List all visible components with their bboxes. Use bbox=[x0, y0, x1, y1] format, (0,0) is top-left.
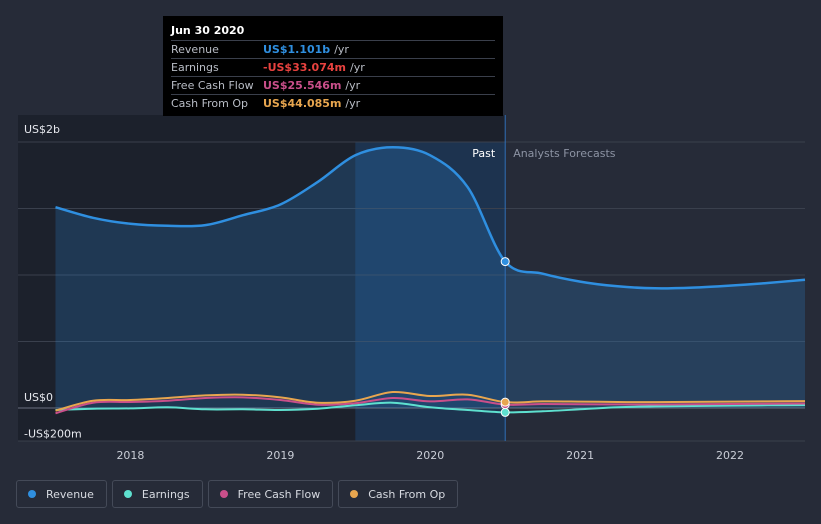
earnings-marker[interactable] bbox=[500, 407, 510, 417]
cash-from-op-marker[interactable] bbox=[500, 397, 510, 407]
tooltip-unit: /yr bbox=[345, 79, 361, 92]
tooltip-value: US$44.085m bbox=[263, 97, 342, 110]
revenue-area bbox=[55, 147, 805, 409]
tooltip-label: Free Cash Flow bbox=[171, 79, 254, 92]
series-lines bbox=[55, 146, 806, 415]
earnings-dot-icon bbox=[123, 490, 132, 498]
legend-label: Revenue bbox=[46, 487, 94, 501]
tooltip-date: Jun 30 2020 bbox=[171, 24, 245, 37]
cash-from-op-line bbox=[55, 390, 806, 412]
legend-item-cash-from-op[interactable]: Cash From Op bbox=[338, 480, 459, 508]
legend-label: Cash From Op bbox=[368, 487, 446, 501]
tooltip-label: Earnings bbox=[171, 61, 219, 74]
tooltip-row-earnings: Earnings -US$33.074m /yr bbox=[171, 58, 495, 76]
y-tick-label: US$2b bbox=[24, 123, 60, 136]
revenue-line bbox=[55, 146, 806, 290]
series-markers bbox=[500, 257, 510, 417]
tooltip: Jun 30 2020 Revenue US$1.101b /yr Earnin… bbox=[163, 16, 503, 116]
free-cash-flow-line bbox=[55, 396, 806, 415]
y-tick-label: US$0 bbox=[24, 391, 53, 404]
y-tick-label: -US$200m bbox=[24, 428, 82, 441]
forecast-label: Analysts Forecasts bbox=[513, 147, 616, 160]
revenue-area-fill bbox=[55, 147, 805, 409]
legend-item-earnings[interactable]: Earnings bbox=[111, 480, 203, 508]
tooltip-unit: /yr bbox=[345, 97, 361, 110]
y-axis-labels: US$2b US$0 -US$200m bbox=[24, 123, 82, 441]
highlight-region bbox=[355, 142, 506, 441]
revenue-marker[interactable] bbox=[500, 257, 510, 267]
tooltip-value: US$1.101b bbox=[263, 43, 331, 56]
tooltip-value: -US$33.074m bbox=[263, 61, 346, 74]
cash-from-op-dot-icon bbox=[350, 490, 359, 498]
free-cash-flow-dot-icon bbox=[219, 490, 228, 498]
tooltip-row-cash-from-op: Cash From Op US$44.085m /yr bbox=[171, 94, 495, 112]
legend-item-free-cash-flow[interactable]: Free Cash Flow bbox=[207, 480, 334, 508]
legend-label: Earnings bbox=[141, 487, 190, 501]
legend-item-revenue[interactable]: Revenue bbox=[16, 480, 107, 508]
tooltip-label: Revenue bbox=[171, 43, 219, 56]
x-axis-labels: 2018 2019 2020 2021 2022 bbox=[116, 449, 744, 462]
past-label: Past bbox=[472, 147, 496, 160]
earnings-line bbox=[55, 401, 806, 414]
x-tick-label: 2021 bbox=[566, 449, 594, 462]
tooltip-row-free-cash-flow: Free Cash Flow US$25.546m /yr bbox=[171, 76, 495, 94]
chart-area: US$2b US$0 -US$200m 2018 2019 2020 2021 2022 P… bbox=[18, 115, 806, 462]
x-tick-label: 2020 bbox=[416, 449, 444, 462]
tooltip-row-revenue: Revenue US$1.101b /yr bbox=[171, 40, 495, 58]
tooltip-unit: /yr bbox=[334, 43, 349, 56]
x-tick-label: 2018 bbox=[116, 449, 144, 462]
revenue-dot-icon bbox=[28, 490, 36, 498]
legend-label: Free Cash Flow bbox=[237, 487, 321, 501]
tooltip-label: Cash From Op bbox=[171, 97, 249, 110]
legend: Revenue Earnings Free Cash Flow Cash Fro… bbox=[16, 480, 459, 508]
x-tick-label: 2019 bbox=[266, 449, 294, 462]
x-tick-label: 2022 bbox=[716, 449, 744, 462]
tooltip-value: US$25.546m bbox=[263, 79, 342, 92]
tooltip-unit: /yr bbox=[349, 61, 365, 74]
